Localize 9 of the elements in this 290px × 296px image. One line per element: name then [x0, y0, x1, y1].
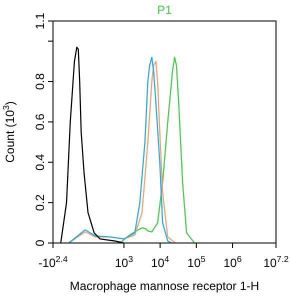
y-tick-label: 1.1 — [33, 12, 47, 30]
y-tick-label: 0 — [33, 239, 47, 246]
y-tick-label: 0.2 — [33, 194, 47, 211]
y-tick-label: 0.4 — [33, 154, 47, 171]
y-axis-title: Count (103) — [0, 101, 17, 163]
x-axis-title: Macrophage mannose receptor 1-H — [70, 279, 260, 293]
text: P1 — [157, 3, 172, 17]
y-tick-label: 0.8 — [33, 72, 47, 90]
y-tick-label: 0.6 — [33, 113, 47, 130]
